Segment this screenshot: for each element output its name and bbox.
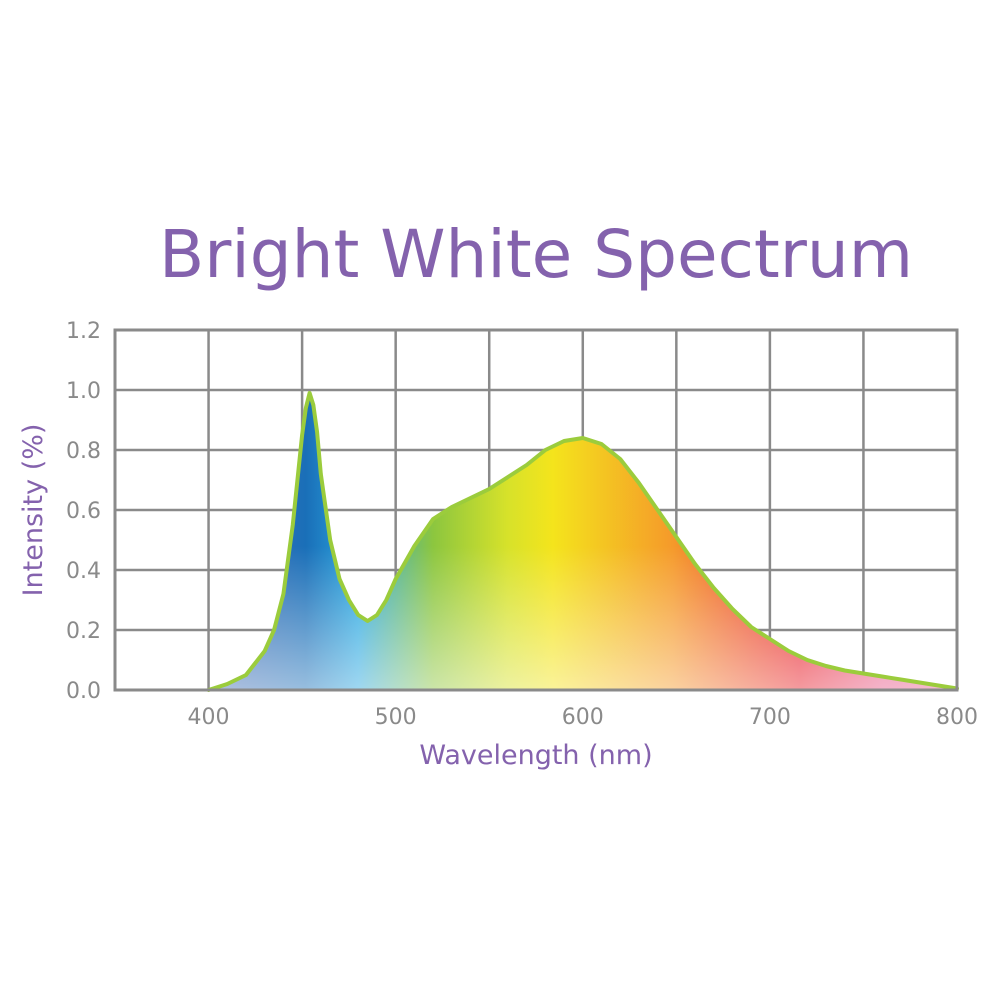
spectrum-area-fade <box>208 393 957 690</box>
chart-title: Bright White Spectrum <box>159 216 913 293</box>
x-tick-label: 700 <box>749 705 791 730</box>
x-axis-title: Wavelength (nm) <box>419 740 652 771</box>
y-tick-label: 0.2 <box>66 619 101 644</box>
y-tick-label: 1.2 <box>66 319 101 344</box>
x-tick-labels: 400 500 600 700 800 <box>188 705 978 730</box>
y-axis-title: Intensity (%) <box>18 424 49 597</box>
spectrum-outline-line <box>206 391 959 692</box>
plot-frame <box>113 328 959 692</box>
y-tick-label: 0.6 <box>66 499 101 524</box>
x-tick-label: 400 <box>188 705 230 730</box>
y-tick-label: 0.8 <box>66 439 101 464</box>
y-tick-label: 0.4 <box>66 559 101 584</box>
y-tick-label: 0.0 <box>66 679 101 704</box>
x-tick-label: 600 <box>562 705 604 730</box>
x-tick-label: 800 <box>936 705 978 730</box>
x-tick-label: 500 <box>375 705 417 730</box>
y-tick-labels: 0.0 0.2 0.4 0.6 0.8 1.0 1.2 <box>66 319 101 704</box>
y-tick-label: 1.0 <box>66 379 101 404</box>
spectrum-area-layer <box>206 391 959 692</box>
